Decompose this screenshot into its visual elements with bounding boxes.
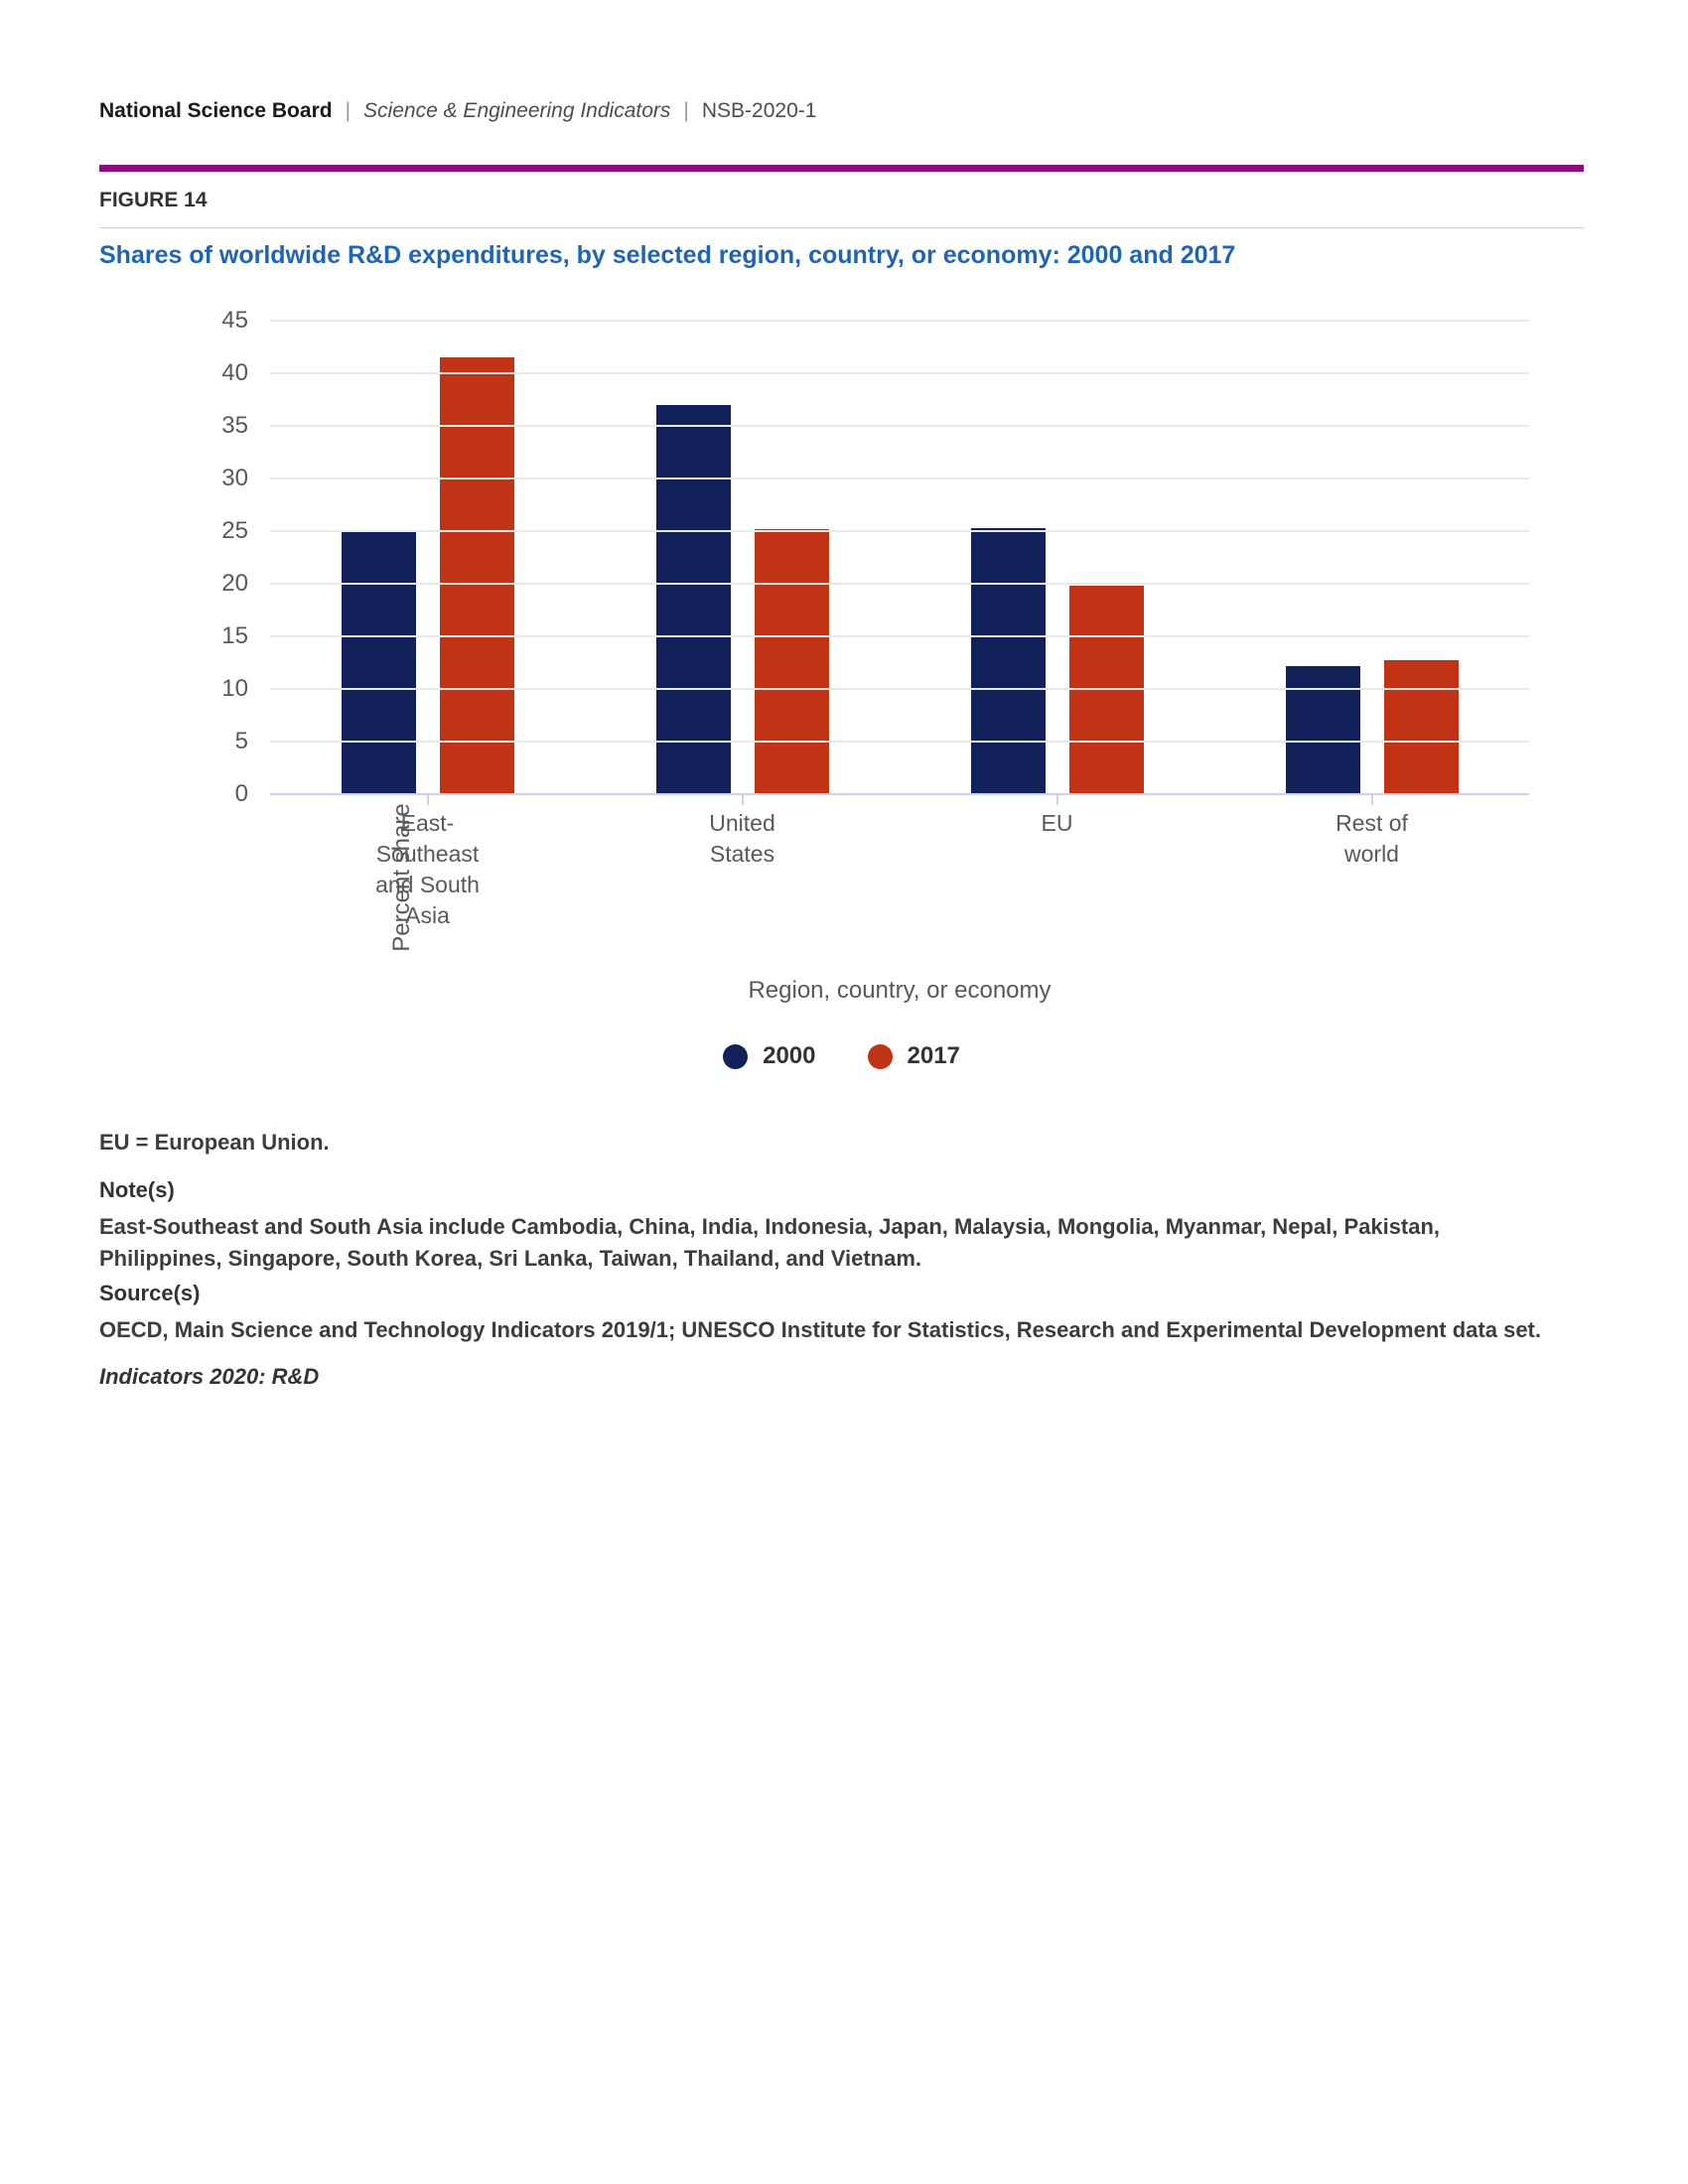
category-label: Rest of world [1214, 808, 1529, 931]
bar-2000-united-states [655, 404, 731, 794]
bar-group [270, 321, 585, 805]
header-brand: National Science Board [99, 99, 333, 122]
chart-legend: 2000 2017 [99, 1042, 1584, 1070]
category-label: East- Southeast and South Asia [270, 808, 585, 931]
y-tick-label: 45 [221, 307, 248, 334]
accent-rule [99, 165, 1584, 172]
x-tick-mark [426, 794, 429, 805]
bar-group [1214, 321, 1529, 805]
bar-2000-east-southeast-and-south-asia [341, 529, 416, 794]
header-report-id: NSB-2020-1 [701, 99, 817, 122]
bar-group [900, 321, 1214, 805]
bar-2017-eu [1068, 586, 1144, 794]
legend-label: 2000 [763, 1042, 816, 1069]
bar-group [585, 321, 900, 805]
y-tick-label: 10 [221, 675, 248, 702]
sources-text: OECD, Main Science and Technology Indica… [99, 1317, 1541, 1342]
gridline [270, 425, 1529, 427]
bar-groups [270, 321, 1529, 805]
x-axis-title: Region, country, or economy [748, 977, 1052, 1004]
header-publication: Science & Engineering Indicators [363, 99, 671, 122]
gridline [270, 478, 1529, 479]
sources-heading: Source(s) [99, 1281, 201, 1305]
header-separator: | [345, 99, 352, 122]
legend-dot-icon [867, 1043, 893, 1069]
plot-area: Percent share 0 5 10 15 20 25 30 35 40 45 [221, 307, 1529, 952]
y-tick-label: 5 [234, 728, 248, 754]
gridline [270, 530, 1529, 532]
y-tick-label: 30 [221, 465, 248, 491]
category-label: United States [585, 808, 900, 931]
bar-2017-united-states [754, 528, 829, 794]
bar-2017-east-southeast-and-south-asia [439, 357, 514, 794]
report-tagline: Indicators 2020: R&D [99, 1364, 320, 1389]
category-label-line: Asia [405, 902, 450, 928]
x-axis-baseline [270, 793, 1529, 795]
category-label-line: and South [375, 872, 480, 897]
notes-text: East-Southeast and South Asia include Ca… [99, 1214, 1441, 1271]
category-label-line: Rest of [1336, 810, 1408, 836]
bar-2000-rest-of-world [1285, 665, 1360, 794]
figure-label: FIGURE 14 [99, 189, 208, 211]
y-tick-label: 20 [221, 570, 248, 597]
y-tick-label: 40 [221, 359, 248, 386]
legend-item-2000: 2000 [723, 1042, 816, 1070]
header-separator: | [683, 99, 689, 122]
category-label-line: East- [400, 810, 455, 836]
gridline [270, 635, 1529, 637]
abbreviation-note: EU = European Union. [99, 1130, 330, 1155]
category-label-line: EU [1041, 810, 1073, 836]
notes-heading: Note(s) [99, 1177, 175, 1202]
y-tick-label: 0 [234, 780, 248, 807]
y-tick-label: 25 [221, 517, 248, 544]
category-label-line: Southeast [375, 841, 480, 867]
y-tick-label: 35 [221, 412, 248, 439]
gridline [270, 320, 1529, 322]
x-tick-mark [1370, 794, 1373, 805]
x-axis-category-labels: East- Southeast and South Asia United States E… [270, 808, 1529, 931]
gridline [270, 583, 1529, 585]
legend-label: 2017 [907, 1042, 960, 1069]
gridline [270, 741, 1529, 743]
bar-2000-eu [970, 527, 1046, 794]
document-header: National Science Board | Science & Enginee… [99, 99, 816, 123]
gridline [270, 688, 1529, 690]
category-label: EU [900, 808, 1214, 931]
chart-title: Shares of worldwide R&D expenditures, by… [99, 241, 1236, 269]
legend-item-2017: 2017 [867, 1042, 960, 1070]
x-tick-mark [1055, 794, 1058, 805]
category-label-line: States [709, 841, 775, 867]
y-tick-label: 15 [221, 622, 248, 649]
legend-dot-icon [723, 1043, 749, 1069]
category-label-line: United [709, 810, 775, 836]
bar-2017-rest-of-world [1383, 660, 1459, 794]
category-label-line: world [1344, 841, 1399, 867]
gridline [270, 372, 1529, 374]
x-tick-mark [741, 794, 744, 805]
divider-rule [99, 227, 1584, 228]
